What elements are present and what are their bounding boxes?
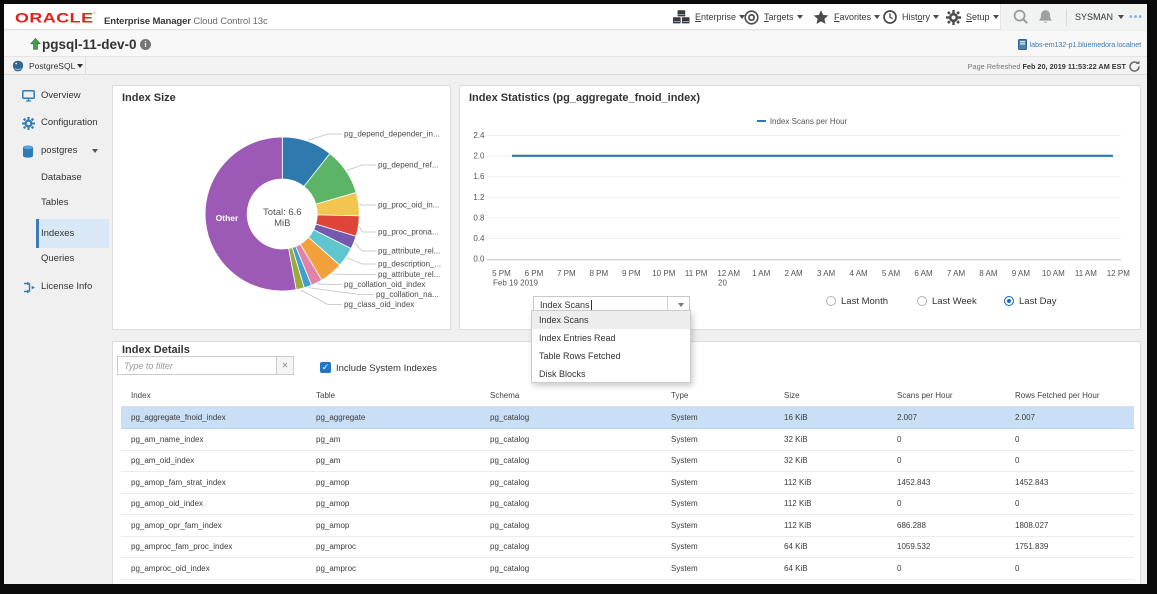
svg-text:3 AM: 3 AM: [817, 269, 836, 278]
svg-text:pg_attribute_rel...: pg_attribute_rel...: [378, 247, 440, 256]
svg-text:0.0: 0.0: [473, 255, 485, 264]
svg-text:7 PM: 7 PM: [557, 269, 576, 278]
svg-text:pg_proc_prona...: pg_proc_prona...: [378, 228, 439, 237]
svg-text:11 AM: 11 AM: [1075, 269, 1097, 278]
svg-text:9 AM: 9 AM: [1012, 269, 1031, 278]
svg-text:Other: Other: [216, 213, 239, 223]
svg-text:pg_proc_oid_in...: pg_proc_oid_in...: [378, 201, 439, 210]
svg-text:12 PM: 12 PM: [1107, 269, 1130, 278]
svg-text:pg_collation_na...: pg_collation_na...: [376, 290, 439, 299]
svg-text:1.2: 1.2: [473, 193, 485, 202]
svg-text:4 AM: 4 AM: [849, 269, 868, 278]
svg-text:6 AM: 6 AM: [914, 269, 933, 278]
svg-text:pg_class_oid_index: pg_class_oid_index: [344, 300, 414, 309]
svg-text:2.0: 2.0: [473, 152, 485, 161]
svg-text:7 AM: 7 AM: [947, 269, 966, 278]
svg-text:Total: 6.6: Total: 6.6: [263, 207, 302, 218]
svg-text:1.6: 1.6: [473, 172, 485, 181]
svg-text:pg_depend_ref...: pg_depend_ref...: [378, 161, 439, 170]
svg-text:Feb 19 2019: Feb 19 2019: [493, 279, 538, 288]
svg-text:8 PM: 8 PM: [589, 269, 608, 278]
svg-text:20: 20: [718, 279, 727, 288]
svg-text:pg_depend_depender_in...: pg_depend_depender_in...: [344, 130, 440, 139]
svg-text:5 AM: 5 AM: [882, 269, 901, 278]
svg-text:6 PM: 6 PM: [525, 269, 544, 278]
svg-text:pg_attribute_rel...: pg_attribute_rel...: [378, 270, 440, 279]
svg-text:0.8: 0.8: [473, 213, 485, 222]
svg-text:12 AM: 12 AM: [717, 269, 740, 278]
svg-text:5 PM: 5 PM: [492, 269, 511, 278]
svg-text:8 AM: 8 AM: [979, 269, 998, 278]
svg-text:11 PM: 11 PM: [685, 269, 708, 278]
svg-text:MiB: MiB: [274, 218, 290, 229]
svg-text:pg_collation_oid_index: pg_collation_oid_index: [344, 280, 425, 289]
svg-text:1 AM: 1 AM: [752, 269, 771, 278]
svg-text:10 PM: 10 PM: [652, 269, 675, 278]
svg-text:2 AM: 2 AM: [784, 269, 803, 278]
svg-text:2.4: 2.4: [473, 131, 485, 140]
svg-text:10 AM: 10 AM: [1042, 269, 1065, 278]
svg-text:pg_description_...: pg_description_...: [378, 260, 441, 269]
svg-text:9 PM: 9 PM: [622, 269, 641, 278]
svg-text:0.4: 0.4: [473, 234, 485, 243]
